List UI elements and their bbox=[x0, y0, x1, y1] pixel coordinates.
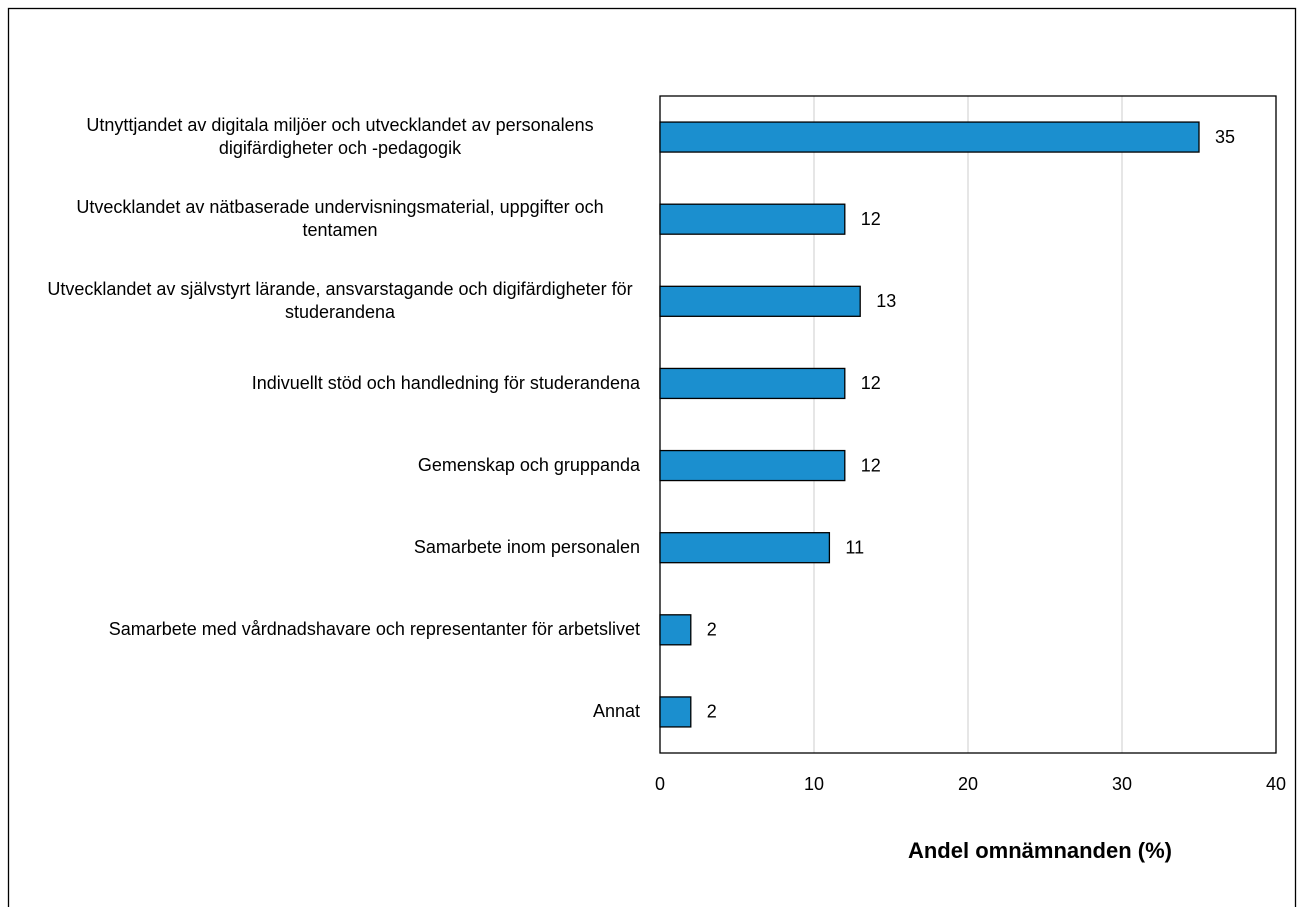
category-label-box: Gemenskap och gruppanda bbox=[40, 426, 640, 506]
category-label-wrap: Gemenskap och gruppanda bbox=[40, 426, 640, 506]
bar bbox=[659, 532, 831, 564]
bar bbox=[659, 121, 1200, 153]
bar bbox=[659, 696, 692, 728]
bar bbox=[659, 367, 846, 400]
y-tick-label: Samarbete med vårdnadshavare och represe… bbox=[108, 619, 640, 640]
data-label: 11 bbox=[845, 537, 864, 557]
y-tick-label: Gemenskap och gruppanda bbox=[417, 455, 640, 476]
bar bbox=[659, 285, 861, 317]
data-label: 13 bbox=[876, 291, 896, 311]
plot-border bbox=[659, 95, 1277, 754]
category-label-wrap: Utvecklandet av nätbaserade undervisning… bbox=[40, 179, 640, 259]
category-label-box: Samarbete med vårdnadshavare och represe… bbox=[40, 590, 640, 670]
category-label-box: Utvecklandet av självstyrt lärande, ansv… bbox=[40, 261, 640, 341]
bar bbox=[659, 449, 846, 482]
x-tick-label: 40 bbox=[1266, 774, 1286, 794]
category-label-wrap: Utnyttjandet av digitala miljöer och utv… bbox=[40, 97, 640, 177]
data-label: 35 bbox=[1215, 127, 1235, 147]
category-label-box: Annat bbox=[40, 672, 640, 752]
y-tick-label: Utvecklandet av självstyrt lärande, ansv… bbox=[47, 279, 633, 323]
category-label-wrap: Annat bbox=[40, 672, 640, 752]
x-tick-label: 0 bbox=[655, 774, 665, 794]
data-label: 12 bbox=[861, 209, 881, 229]
y-tick-label: Indivuellt stöd och handledning för stud… bbox=[251, 372, 640, 393]
frame bbox=[7, 7, 1297, 907]
category-label-wrap: Samarbete med vårdnadshavare och represe… bbox=[40, 590, 640, 670]
bar bbox=[659, 614, 692, 646]
data-label: 2 bbox=[707, 702, 717, 722]
x-tick-label: 10 bbox=[804, 774, 824, 794]
y-tick-label: Utnyttjandet av digitala miljöer och utv… bbox=[86, 115, 594, 159]
bar bbox=[659, 203, 846, 235]
category-label-wrap: Indivuellt stöd och handledning för stud… bbox=[40, 343, 640, 423]
x-tick-label: 20 bbox=[958, 774, 978, 794]
x-axis-label: Andel omnämnanden (%) bbox=[908, 838, 1172, 863]
data-label: 12 bbox=[861, 373, 881, 393]
category-label-wrap: Utvecklandet av självstyrt lärande, ansv… bbox=[40, 261, 640, 341]
y-tick-label: Annat bbox=[592, 701, 640, 722]
data-label: 12 bbox=[861, 455, 881, 475]
category-label-box: Samarbete inom personalen bbox=[40, 508, 640, 588]
data-label: 2 bbox=[707, 620, 717, 640]
category-label-box: Utnyttjandet av digitala miljöer och utv… bbox=[40, 97, 640, 177]
y-tick-label: Utvecklandet av nätbaserade undervisning… bbox=[76, 197, 604, 241]
y-tick-label: Samarbete inom personalen bbox=[413, 537, 640, 558]
category-label-box: Utvecklandet av nätbaserade undervisning… bbox=[40, 179, 640, 259]
category-label-wrap: Samarbete inom personalen bbox=[40, 508, 640, 588]
x-tick-label: 30 bbox=[1112, 774, 1132, 794]
category-label-box: Indivuellt stöd och handledning för stud… bbox=[40, 343, 640, 423]
